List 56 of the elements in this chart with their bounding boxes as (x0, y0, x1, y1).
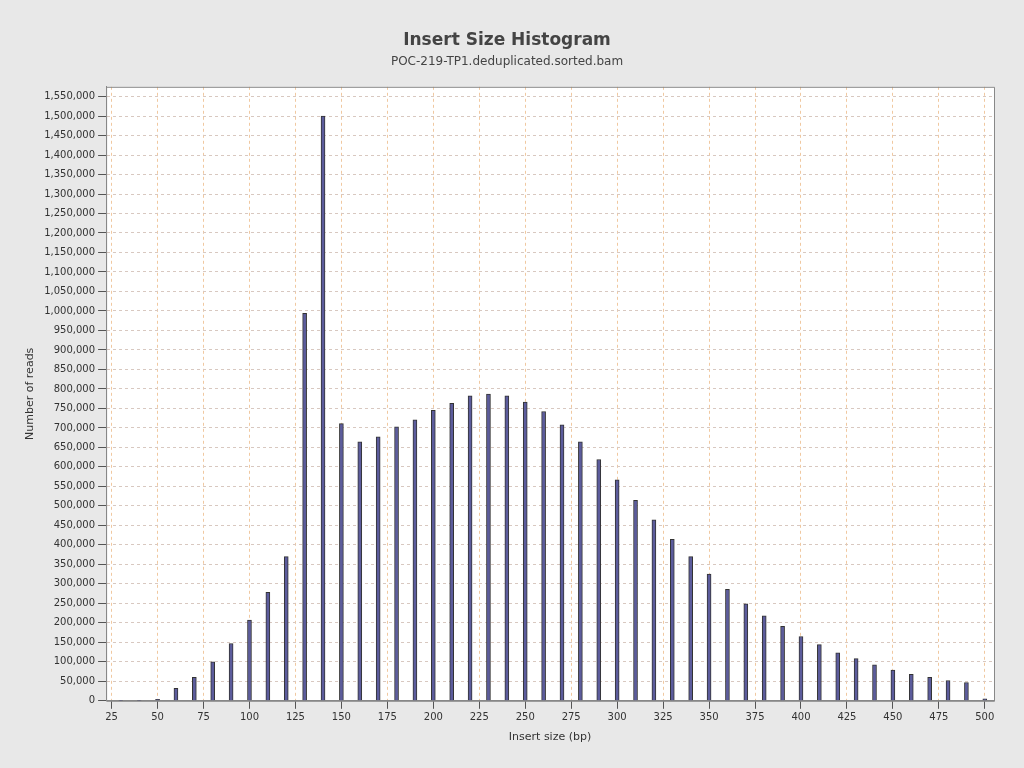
x-axis-title: Insert size (bp) (508, 730, 592, 744)
x-tick-label: 450 (883, 711, 903, 723)
y-tick-label: 0 (88, 694, 96, 706)
y-tick-label: 200,000 (53, 616, 96, 628)
x-tick-label: 25 (105, 711, 118, 723)
y-tick-label: 750,000 (53, 402, 96, 414)
x-tick-label: 475 (929, 711, 949, 723)
y-tick-label: 550,000 (53, 479, 96, 491)
y-tick-label: 450,000 (53, 518, 96, 530)
x-tick-label: 250 (515, 711, 535, 723)
y-tick-label: 300,000 (53, 577, 96, 589)
chart-subtitle: POC-219-TP1.deduplicated.sorted.bam (390, 53, 624, 68)
y-tick-label: 700,000 (53, 421, 96, 433)
y-axis-title: Number of reads (23, 347, 37, 440)
x-tick-label: 75 (197, 711, 210, 723)
y-tick-label: 1,350,000 (44, 168, 96, 180)
x-tick-label: 225 (469, 711, 489, 723)
y-tick-label: 850,000 (53, 363, 96, 375)
y-tick-label: 350,000 (53, 557, 96, 569)
x-tick-label: 300 (607, 711, 627, 723)
y-tick-label: 1,100,000 (44, 265, 96, 277)
y-tick-label: 1,000,000 (44, 304, 96, 316)
y-tick-label: 1,300,000 (44, 187, 96, 199)
y-tick-label: 1,500,000 (44, 109, 96, 121)
y-tick-label: 1,400,000 (44, 148, 96, 160)
y-tick-label: 900,000 (53, 343, 96, 355)
x-tick-label: 50 (151, 711, 164, 723)
y-tick-label: 50,000 (60, 674, 96, 686)
y-tick-label: 800,000 (53, 382, 96, 394)
x-tick-label: 400 (791, 711, 811, 723)
y-tick-label: 1,450,000 (44, 129, 96, 141)
x-tick-label: 350 (699, 711, 719, 723)
y-tick-label: 1,150,000 (44, 246, 96, 258)
x-tick-label: 175 (377, 711, 397, 723)
x-tick-label: 500 (975, 711, 995, 723)
y-tick-label: 1,050,000 (44, 285, 96, 297)
x-tick-label: 275 (561, 711, 581, 723)
y-tick-label: 600,000 (53, 460, 96, 472)
y-tick-label: 250,000 (53, 596, 96, 608)
chart-title: Insert Size Histogram (403, 28, 611, 49)
x-tick-label: 325 (653, 711, 673, 723)
x-tick-label: 375 (745, 711, 765, 723)
y-tick-label: 1,200,000 (44, 226, 96, 238)
y-tick-label: 1,250,000 (44, 207, 96, 219)
x-tick-label: 425 (837, 711, 857, 723)
y-tick-label: 500,000 (53, 499, 96, 511)
x-tick-label: 150 (331, 711, 351, 723)
y-tick-label: 400,000 (53, 538, 96, 550)
x-tick-label: 125 (285, 711, 305, 723)
y-tick-label: 650,000 (53, 441, 96, 452)
x-tick-label: 100 (239, 711, 260, 723)
y-tick-label: 150,000 (53, 635, 96, 647)
y-tick-label: 100,000 (53, 655, 96, 667)
y-tick-label: 1,550,000 (44, 90, 96, 102)
x-tick-label: 200 (423, 711, 443, 723)
y-tick-label: 950,000 (53, 324, 96, 336)
